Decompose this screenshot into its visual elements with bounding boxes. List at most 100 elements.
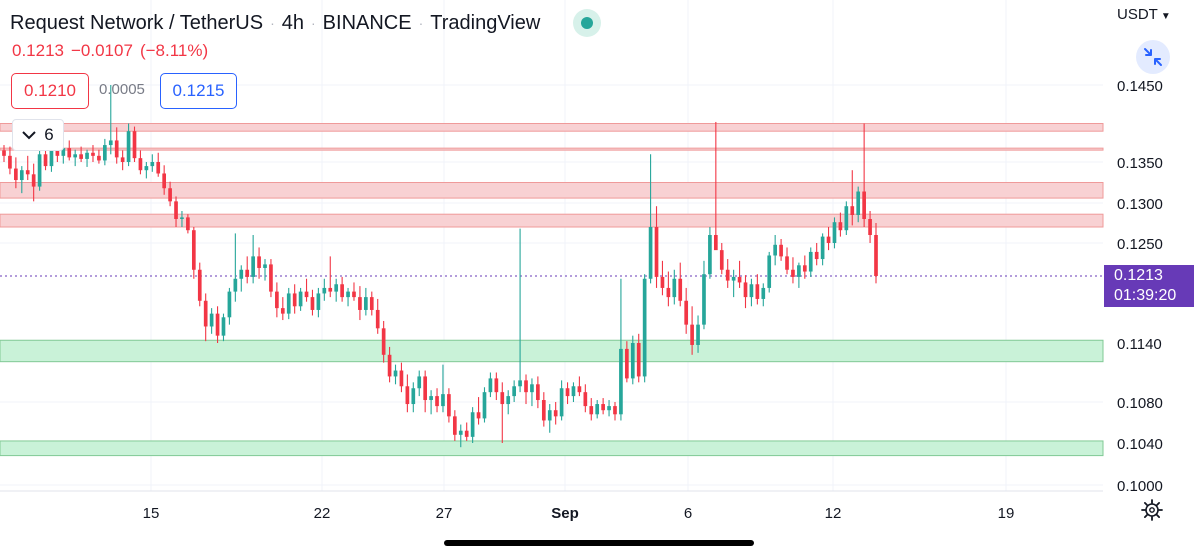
time-tick-label: 12 [825, 505, 842, 522]
candle-body [779, 244, 783, 257]
current-price-value: 0.1213 [1114, 267, 1163, 284]
candle-body [660, 276, 665, 288]
candle-body [191, 230, 196, 270]
collapse-arrows-icon [1144, 48, 1162, 66]
candle-body [298, 291, 303, 307]
candle-body [227, 291, 232, 318]
time-tick-label: Sep [551, 505, 579, 522]
candle-body [565, 388, 570, 397]
candle-body [79, 154, 83, 159]
candle-body [749, 284, 754, 298]
candle-body [589, 406, 594, 415]
candle-body [482, 392, 487, 419]
candle-body [150, 162, 155, 167]
candle-body [690, 324, 694, 345]
candle-body [168, 188, 172, 202]
candle-body [636, 343, 641, 377]
chevron-down-icon [22, 131, 36, 140]
candle-body [672, 278, 677, 298]
currency-selector[interactable]: USDT ▼ [1117, 6, 1171, 23]
candle-body [381, 328, 386, 355]
candle-body [239, 269, 244, 279]
spread-value: 0.0005 [99, 81, 145, 98]
candle-body [476, 412, 481, 419]
market-open-dot-icon [581, 17, 593, 29]
candle-body [868, 219, 872, 235]
candle-body [322, 287, 327, 294]
candle-body [713, 235, 718, 251]
candle-body [280, 308, 285, 314]
candle-body [49, 145, 54, 167]
candle-body [702, 274, 706, 325]
candle-body [500, 392, 505, 405]
candle-body [494, 378, 499, 393]
candle-body [488, 378, 493, 393]
current-price-label: 0.1213 01:39:20 [1104, 265, 1194, 307]
price-axis[interactable]: 0.1450 0.1350 0.1300 0.1250 0.1140 0.1080 0.10… [1117, 78, 1163, 495]
candle-body [197, 269, 202, 301]
candle-body [405, 386, 410, 405]
buy-price-button[interactable]: 0.1215 [160, 73, 237, 109]
candle-body [595, 404, 600, 415]
candle-body [470, 412, 475, 437]
candle-body [156, 162, 161, 174]
candle-body [541, 400, 546, 421]
candle-body [417, 376, 422, 389]
candle-body [613, 406, 617, 415]
candle-body [802, 265, 807, 272]
support-zone [0, 339, 1104, 363]
time-axis[interactable]: 15 22 27 Sep 6 12 19 [143, 505, 1015, 522]
candle-body [423, 376, 428, 401]
candle-body [328, 287, 333, 292]
candle-body [530, 384, 534, 393]
candle-body [737, 276, 742, 283]
candle-body [411, 388, 416, 405]
collapse-button[interactable] [1136, 40, 1170, 74]
candle-body [773, 244, 777, 256]
indicators-toggle-button[interactable]: 6 [12, 119, 64, 151]
time-tick-label: 27 [436, 505, 453, 522]
price-tick-label: 0.1250 [1117, 236, 1163, 253]
candle-body [458, 430, 463, 435]
candle-body [352, 291, 356, 298]
price-zones [0, 123, 1104, 457]
candle-body [755, 284, 760, 299]
candle-body [441, 394, 445, 407]
candle-body [263, 264, 267, 268]
candle-body [684, 300, 689, 325]
candle-body [85, 152, 89, 159]
candle-body [108, 140, 113, 146]
candle-body [67, 148, 72, 158]
time-tick-label: 6 [684, 505, 692, 522]
candle-body [850, 206, 855, 215]
candle-body [725, 269, 730, 281]
candle-body [221, 317, 226, 336]
price-tick-label: 0.1450 [1117, 78, 1163, 95]
candle-body [696, 324, 700, 345]
symbol-name[interactable]: Request Network / TetherUS [10, 11, 264, 34]
candle-body [162, 173, 167, 189]
candle-body [132, 131, 137, 159]
candle-body [844, 206, 849, 231]
candle-body [120, 157, 125, 162]
candle-body [275, 291, 279, 309]
indicator-count: 6 [44, 125, 54, 144]
candle-body [286, 293, 291, 314]
candle-body [820, 236, 825, 260]
title-separator: · [418, 15, 424, 31]
chart-title: Request Network / TetherUS · 4h · BINANC… [10, 9, 540, 37]
candle-body [209, 313, 214, 327]
candle-body [233, 278, 238, 292]
candle-body [8, 155, 12, 169]
settings-gear-icon[interactable] [1140, 498, 1164, 522]
candle-body [452, 416, 457, 435]
candle-body [393, 370, 398, 377]
sell-price-button[interactable]: 0.1210 [11, 73, 89, 109]
market-status-indicator[interactable] [573, 9, 601, 37]
interval-label[interactable]: 4h [281, 11, 304, 34]
candle-body [375, 309, 380, 329]
candle-body [245, 269, 250, 277]
bar-countdown: 01:39:20 [1114, 287, 1177, 304]
candle-body [19, 170, 24, 181]
